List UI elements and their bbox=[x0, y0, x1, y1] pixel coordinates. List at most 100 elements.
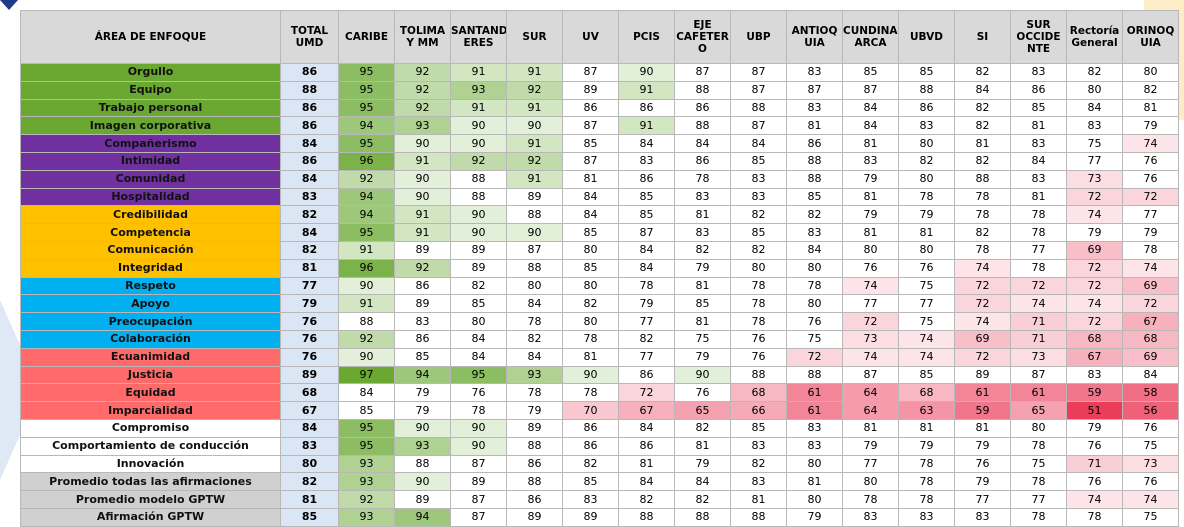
score-cell: 89 bbox=[394, 240, 451, 260]
score-cell: 89 bbox=[562, 507, 619, 527]
score-cell: 78 bbox=[618, 276, 675, 296]
header-cundinamarca: CUNDINAM ARCA bbox=[842, 10, 899, 64]
score-cell: 88 bbox=[506, 205, 563, 225]
score-cell: 87 bbox=[450, 507, 507, 527]
score-cell: 72 bbox=[954, 347, 1011, 367]
score-cell: 87 bbox=[506, 240, 563, 260]
score-cell: 70 bbox=[562, 401, 619, 420]
score-cell: 85 bbox=[730, 151, 787, 171]
score-cell: 83 bbox=[1066, 365, 1123, 385]
score-cell: 95 bbox=[338, 98, 395, 118]
score-cell: 72 bbox=[1010, 276, 1067, 296]
row-label-preocupacion: Preocupación bbox=[20, 312, 281, 331]
score-cell: 77 bbox=[1122, 205, 1179, 225]
table-row: Promedio modelo GPTW 81 92 89 87 86 83 82 82 81 80… bbox=[20, 490, 1179, 509]
score-cell: 88 bbox=[506, 472, 563, 492]
score-cell: 76 bbox=[842, 258, 899, 278]
score-cell: 76 bbox=[898, 258, 955, 278]
score-cell: 59 bbox=[1066, 383, 1123, 403]
score-cell: 80 bbox=[786, 294, 843, 314]
score-cell: 76 bbox=[1122, 418, 1179, 438]
score-cell: 77 bbox=[618, 312, 675, 331]
score-cell: 82 bbox=[730, 454, 787, 474]
score-cell: 97 bbox=[338, 365, 395, 385]
score-cell: 93 bbox=[338, 454, 395, 474]
score-cell: 85 bbox=[730, 223, 787, 242]
score-cell: 76 bbox=[786, 312, 843, 331]
score-cell: 77 bbox=[618, 347, 675, 367]
score-cell: 92 bbox=[394, 98, 451, 118]
score-cell: 84 bbox=[842, 116, 899, 136]
score-cell: 74 bbox=[954, 258, 1011, 278]
score-cell: 82 bbox=[954, 98, 1011, 118]
score-cell: 79 bbox=[674, 258, 731, 278]
score-cell: 79 bbox=[842, 169, 899, 189]
score-cell: 88 bbox=[730, 365, 787, 385]
score-cell: 73 bbox=[842, 329, 899, 349]
score-cell: 92 bbox=[394, 63, 451, 82]
score-cell: 85 bbox=[898, 365, 955, 385]
score-cell: 81 bbox=[562, 169, 619, 189]
score-cell: 84 bbox=[506, 347, 563, 367]
score-cell: 65 bbox=[674, 401, 731, 420]
score-cell: 82 bbox=[562, 294, 619, 314]
score-cell: 83 bbox=[786, 98, 843, 118]
total-cell: 86 bbox=[280, 151, 339, 171]
score-cell: 90 bbox=[450, 418, 507, 438]
score-cell: 94 bbox=[338, 187, 395, 207]
score-cell: 83 bbox=[674, 187, 731, 207]
score-cell: 89 bbox=[506, 187, 563, 207]
score-cell: 75 bbox=[1066, 134, 1123, 153]
table-row: Competencia 84 95 91 90 90 85 87 83 85 83 81 81 82 78 7… bbox=[20, 223, 1179, 242]
score-cell: 80 bbox=[562, 312, 619, 331]
score-cell: 83 bbox=[842, 507, 899, 527]
score-cell: 79 bbox=[898, 205, 955, 225]
score-cell: 81 bbox=[842, 134, 899, 153]
score-cell: 80 bbox=[1066, 80, 1123, 100]
score-cell: 90 bbox=[450, 436, 507, 456]
score-cell: 77 bbox=[842, 294, 899, 314]
header-antioquia: ANTIOQ UIA bbox=[786, 10, 843, 64]
table-row: Credibilidad 82 94 91 90 88 84 85 81 82 82 79 79 78 78… bbox=[20, 205, 1179, 225]
score-cell: 86 bbox=[674, 98, 731, 118]
score-cell: 89 bbox=[506, 507, 563, 527]
score-cell: 81 bbox=[842, 187, 899, 207]
score-cell: 87 bbox=[618, 223, 675, 242]
score-cell: 80 bbox=[450, 312, 507, 331]
score-cell: 68 bbox=[730, 383, 787, 403]
table-row: Comunicación 82 91 89 89 87 80 84 82 82 84 80 80 78 77… bbox=[20, 240, 1179, 260]
score-cell: 79 bbox=[786, 507, 843, 527]
score-cell: 64 bbox=[842, 383, 899, 403]
score-cell: 86 bbox=[506, 490, 563, 509]
score-cell: 83 bbox=[786, 436, 843, 456]
score-cell: 82 bbox=[730, 205, 787, 225]
score-cell: 58 bbox=[1122, 383, 1179, 403]
table-row: Trabajo personal 86 95 92 91 91 86 86 86 88 83 84 86… bbox=[20, 98, 1179, 118]
score-cell: 91 bbox=[506, 169, 563, 189]
score-cell: 76 bbox=[1066, 436, 1123, 456]
score-cell: 86 bbox=[618, 436, 675, 456]
score-cell: 87 bbox=[562, 63, 619, 82]
score-cell: 81 bbox=[674, 276, 731, 296]
score-cell: 69 bbox=[1122, 347, 1179, 367]
score-cell: 91 bbox=[618, 80, 675, 100]
score-cell: 80 bbox=[898, 169, 955, 189]
total-cell: 89 bbox=[280, 365, 339, 385]
score-cell: 92 bbox=[506, 151, 563, 171]
score-cell: 86 bbox=[562, 418, 619, 438]
score-cell: 88 bbox=[674, 507, 731, 527]
score-cell: 78 bbox=[842, 490, 899, 509]
score-cell: 81 bbox=[674, 436, 731, 456]
score-cell: 72 bbox=[618, 383, 675, 403]
score-cell: 87 bbox=[450, 490, 507, 509]
score-cell: 78 bbox=[898, 490, 955, 509]
score-cell: 72 bbox=[954, 276, 1011, 296]
score-cell: 80 bbox=[786, 454, 843, 474]
score-cell: 90 bbox=[394, 418, 451, 438]
score-cell: 81 bbox=[842, 418, 899, 438]
score-cell: 91 bbox=[506, 98, 563, 118]
table-row: Hospitalidad 83 94 90 88 89 84 85 83 83 85 81 78 78 81… bbox=[20, 187, 1179, 207]
row-label-equidad: Equidad bbox=[20, 383, 281, 403]
score-cell: 89 bbox=[450, 258, 507, 278]
score-cell: 82 bbox=[954, 116, 1011, 136]
